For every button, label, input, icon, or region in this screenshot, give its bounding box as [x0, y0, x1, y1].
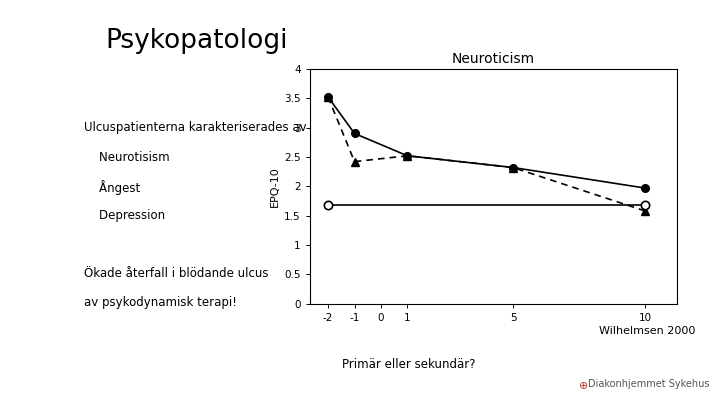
Text: Psykopatologi: Psykopatologi: [105, 28, 287, 54]
Text: av psykodynamisk terapi!: av psykodynamisk terapi!: [84, 296, 237, 309]
Text: Depression: Depression: [84, 209, 165, 222]
Text: Ökade återfall i blödande ulcus: Ökade återfall i blödande ulcus: [84, 267, 268, 280]
Y-axis label: EPQ-10: EPQ-10: [270, 166, 280, 207]
Title: Neuroticism: Neuroticism: [451, 52, 535, 66]
Text: ⊕: ⊕: [579, 381, 588, 391]
Text: Primär eller sekundär?: Primär eller sekundär?: [342, 358, 476, 371]
Text: Diakonhjemmet Sykehus: Diakonhjemmet Sykehus: [588, 379, 709, 389]
Text: Neurotisism: Neurotisism: [84, 151, 169, 164]
Text: Ångest: Ångest: [84, 180, 140, 195]
Text: Wilhelmsen 2000: Wilhelmsen 2000: [599, 326, 696, 336]
Text: Ulcuspatienterna karakteriserades av :: Ulcuspatienterna karakteriserades av :: [84, 122, 314, 134]
